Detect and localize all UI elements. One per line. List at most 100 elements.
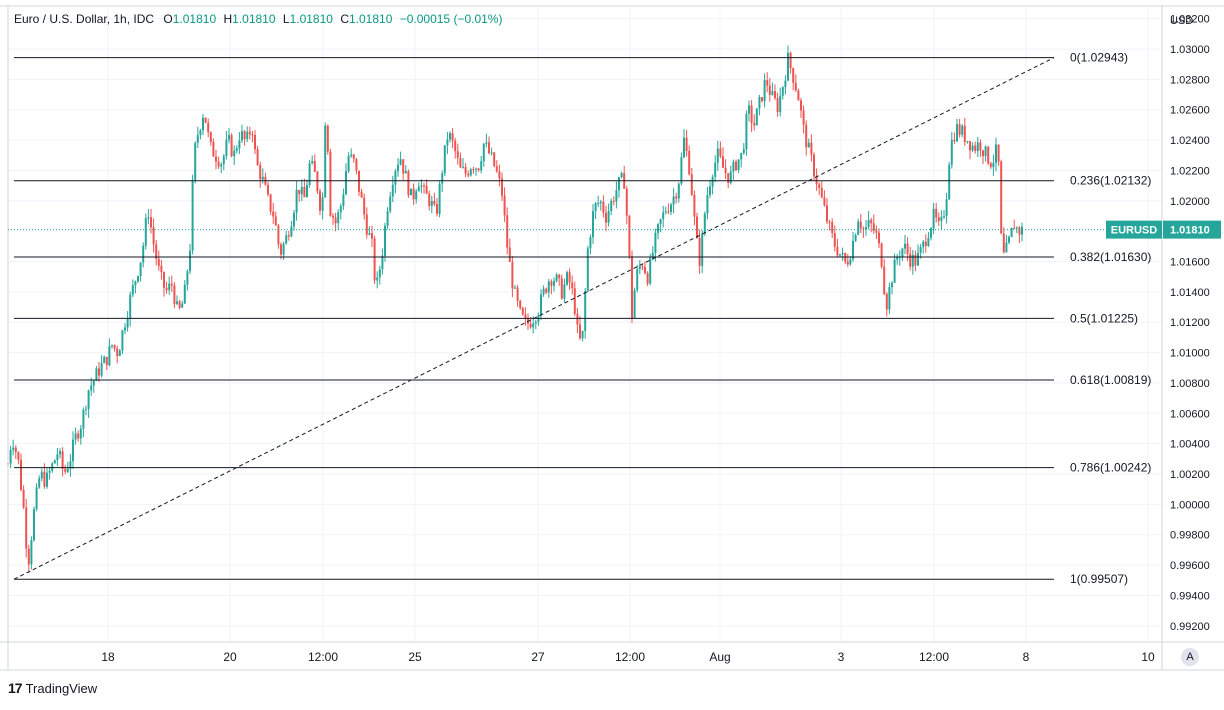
candle-body: [33, 509, 35, 541]
candle-body: [38, 478, 41, 488]
candle-body: [274, 216, 277, 226]
candle-body: [241, 131, 243, 141]
candle-body: [53, 460, 56, 464]
fib-retracement[interactable]: 0(1.02943) 0.236(1.02132) 0.382(1.01630) 0.…: [14, 51, 1151, 587]
candle-body: [147, 217, 150, 219]
candle-body: [618, 177, 620, 191]
candle-body: [839, 254, 841, 256]
tradingview-logo-icon: 17: [8, 680, 23, 696]
candle-body: [956, 124, 958, 142]
candle-body: [846, 261, 849, 265]
candle-body: [319, 191, 321, 211]
candle-body: [308, 163, 311, 185]
candle-body: [664, 211, 667, 213]
candle-body: [272, 211, 275, 217]
candle-body: [321, 197, 324, 211]
candle-body: [462, 167, 464, 169]
candle-body: [690, 174, 693, 195]
candle-body: [750, 105, 753, 123]
candle-body: [113, 345, 116, 349]
y-tick-label: 1.01400: [1170, 287, 1210, 299]
candle-body: [477, 168, 480, 171]
candle-body: [826, 205, 828, 222]
candle-body: [930, 228, 932, 238]
y-tick-label: 1.02200: [1170, 165, 1210, 177]
candles-layer: [7, 45, 1023, 574]
candle-body: [740, 152, 743, 160]
candle-body: [313, 160, 316, 172]
candle-body: [628, 215, 631, 257]
candle-body: [966, 141, 969, 143]
candle-body: [222, 156, 225, 165]
last-price-label: 1.01810: [1170, 225, 1210, 237]
candle-body: [971, 145, 974, 151]
candle-body: [137, 276, 139, 282]
candle-body: [685, 137, 688, 152]
candle-body: [100, 363, 103, 376]
candle-body: [90, 385, 93, 391]
candle-body: [893, 259, 896, 283]
trend-line[interactable]: [13, 57, 1055, 580]
candle-body: [472, 169, 475, 171]
fib-level-label: 0.236(1.02132): [1070, 174, 1151, 188]
candle-body: [256, 149, 259, 166]
candle-body: [220, 164, 223, 167]
candle-body: [802, 110, 805, 125]
candle-body: [649, 257, 652, 284]
candle-body: [948, 164, 951, 200]
candle-body: [859, 221, 862, 229]
candle-body: [498, 171, 501, 179]
candle-body: [46, 472, 48, 487]
candle-body: [683, 137, 685, 158]
candle-body: [248, 131, 251, 135]
low-label: L: [282, 12, 290, 26]
auto-scale-button[interactable]: A: [1181, 648, 1199, 666]
candle-body: [919, 247, 922, 253]
candle-body: [423, 185, 425, 187]
candle-body: [12, 447, 15, 450]
candle-body: [633, 290, 636, 319]
candle-body: [547, 281, 550, 293]
candle-body: [417, 186, 420, 192]
candle-body: [116, 348, 119, 357]
candle-body: [404, 171, 407, 174]
candle-body: [906, 243, 909, 254]
candle-body: [722, 156, 724, 168]
candle-body: [612, 200, 615, 202]
candle-body: [1015, 227, 1018, 229]
candle-body: [212, 141, 215, 157]
high-label: H: [223, 12, 233, 26]
candle-body: [940, 216, 943, 222]
candle-body: [217, 161, 220, 167]
candle-body: [126, 317, 129, 328]
candle-body: [488, 142, 490, 154]
tradingview-logo[interactable]: 17 TradingView: [8, 680, 97, 696]
candle-body: [501, 178, 503, 196]
symbol-title[interactable]: Euro / U.S. Dollar, 1h, IDC: [14, 12, 155, 26]
candle-body: [805, 124, 808, 148]
candle-body: [131, 285, 134, 295]
candle-body: [797, 90, 800, 101]
candle-body: [657, 224, 659, 233]
candle-body: [514, 287, 516, 289]
candle-body: [280, 244, 282, 255]
candle-body: [521, 307, 524, 315]
candle-body: [924, 241, 927, 246]
candle-body: [464, 167, 467, 174]
candle-body: [935, 208, 938, 218]
x-tick-label: 12:00: [308, 650, 338, 664]
candle-body: [150, 217, 152, 228]
candle-body: [709, 186, 711, 195]
candle-body: [729, 171, 732, 183]
candle-body: [792, 68, 795, 83]
candle-body: [909, 253, 912, 267]
candle-body: [108, 346, 111, 366]
candle-body: [178, 301, 181, 308]
candle-body: [399, 159, 402, 165]
fib-trend-line[interactable]: [13, 57, 1055, 580]
candle-body: [714, 162, 717, 177]
candle-body: [579, 324, 581, 339]
candle-body: [259, 165, 262, 180]
